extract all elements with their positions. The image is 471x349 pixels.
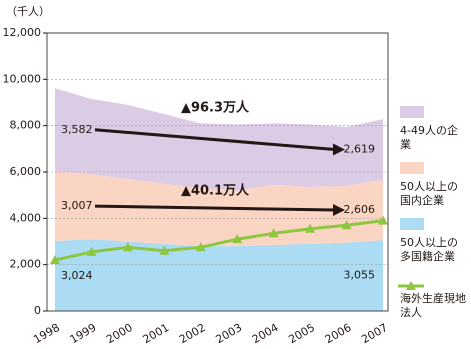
x-tick-label: 2002 <box>177 321 208 346</box>
unit-label: （千人） <box>6 5 50 18</box>
y-tick-label: 6,000 <box>10 165 42 178</box>
annotation: ▲40.1万人 <box>181 183 250 199</box>
x-tick-label: 2005 <box>286 321 317 346</box>
x-tick-label: 1999 <box>68 321 99 346</box>
legend-label: 4-49人の企業 <box>400 124 458 151</box>
legend-swatch <box>400 106 424 118</box>
line-marker <box>232 234 243 244</box>
legend-marker <box>406 281 416 290</box>
line-marker <box>378 215 388 225</box>
area <box>55 239 383 311</box>
x-tick-label: 1998 <box>31 321 62 346</box>
trend-arrow <box>94 204 336 212</box>
line-marker <box>341 220 352 230</box>
line-marker <box>195 242 206 252</box>
line-marker <box>50 255 60 265</box>
annotation: ▲96.3万人 <box>181 99 250 115</box>
x-tick-label: 2000 <box>104 321 135 346</box>
value-label: 3,582 <box>61 123 93 136</box>
line-marker <box>305 223 316 233</box>
value-label: 2,619 <box>344 143 376 156</box>
legend-swatch <box>400 218 424 230</box>
x-tick-label: 2006 <box>323 321 354 346</box>
x-tick-label: 2003 <box>213 321 244 346</box>
y-tick-label: 2,000 <box>10 258 42 271</box>
line-marker <box>86 246 97 256</box>
x-tick-label: 2001 <box>141 321 172 346</box>
legend-label: 50人以上の多国籍企業 <box>400 236 458 263</box>
arrow-head <box>333 204 345 217</box>
line-marker <box>122 242 133 252</box>
value-label: 3,007 <box>61 199 93 212</box>
y-tick-label: 0 <box>34 304 41 317</box>
trend-arrow <box>94 128 336 152</box>
y-tick-label: 8,000 <box>10 119 42 132</box>
legend-swatch <box>400 162 424 174</box>
x-tick-label: 2007 <box>359 321 390 346</box>
plot-frame <box>46 32 389 312</box>
x-tick-label: 2004 <box>250 321 281 346</box>
y-tick-label: 4,000 <box>10 211 42 224</box>
value-label: 3,024 <box>61 269 93 282</box>
line <box>54 219 384 262</box>
value-label: 3,055 <box>344 269 376 282</box>
legend-label: 海外生産現地法人 <box>400 292 466 319</box>
line-marker <box>159 245 170 255</box>
y-tick-label: 12,000 <box>3 26 42 39</box>
y-tick-label: 10,000 <box>3 72 42 85</box>
value-label: 2,606 <box>344 203 376 216</box>
arrow-head <box>333 143 345 156</box>
line-marker <box>268 228 279 238</box>
legend-label: 50人以上の国内企業 <box>400 180 458 207</box>
